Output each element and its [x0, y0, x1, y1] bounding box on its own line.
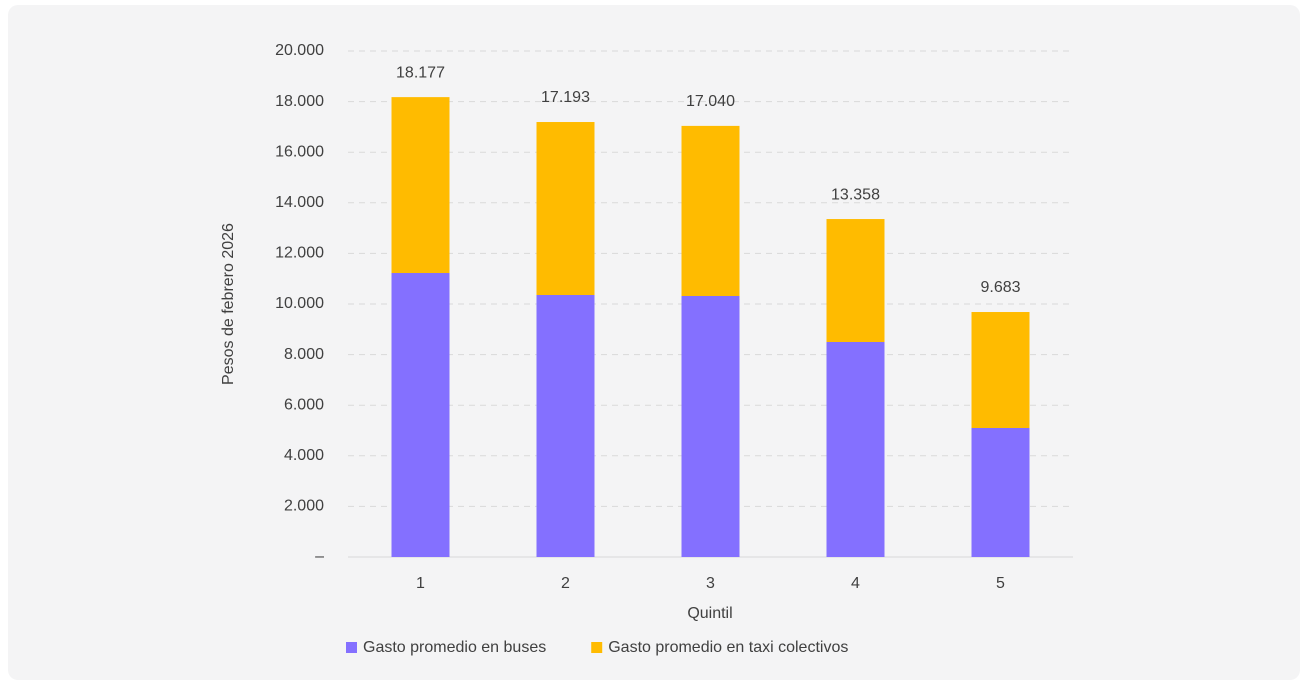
bar-segment: [826, 219, 885, 343]
bar-segment: [536, 122, 595, 295]
total-label: 17.193: [541, 89, 590, 106]
y-tick-label: 2.000: [284, 498, 324, 515]
bar-segment: [971, 427, 1030, 557]
x-tick-label: 3: [706, 575, 715, 592]
x-tick-label: 2: [561, 575, 570, 592]
total-label: 17.040: [686, 93, 735, 110]
card: [8, 5, 1300, 680]
bar-segment: [826, 342, 885, 557]
y-axis-title: Pesos de febrero 2026: [220, 223, 237, 385]
y-tick-label: 16.000: [275, 143, 324, 160]
total-label: 9.683: [980, 279, 1020, 296]
total-label: 18.177: [396, 64, 445, 81]
bar-segment: [681, 125, 740, 297]
x-tick-label: 5: [996, 575, 1005, 592]
bar-segment: [391, 273, 450, 557]
y-tick-label: 6.000: [284, 396, 324, 413]
y-tick-label: 12.000: [275, 245, 324, 262]
y-tick-label: 14.000: [275, 194, 324, 211]
y-tick-label: 8.000: [284, 346, 324, 363]
legend-label: Gasto promedio en buses: [363, 639, 546, 656]
x-axis-title: Quintil: [687, 605, 732, 622]
y-tick-label: 10.000: [275, 295, 324, 312]
y-tick-label: 20.000: [275, 42, 324, 59]
bar-segment: [536, 294, 595, 557]
y-tick-label: 18.000: [275, 93, 324, 110]
bar-segment: [391, 97, 450, 274]
legend-label: Gasto promedio en taxi colectivos: [608, 639, 848, 656]
legend-swatch: [591, 642, 603, 653]
y-tick-label: –: [315, 548, 324, 565]
bar-segment: [971, 312, 1030, 428]
total-label: 13.358: [831, 186, 880, 203]
y-tick-label: 4.000: [284, 447, 324, 464]
x-tick-label: 1: [416, 575, 425, 592]
bar-segment: [681, 296, 740, 557]
x-tick-label: 4: [851, 575, 860, 592]
legend-swatch: [346, 642, 357, 653]
